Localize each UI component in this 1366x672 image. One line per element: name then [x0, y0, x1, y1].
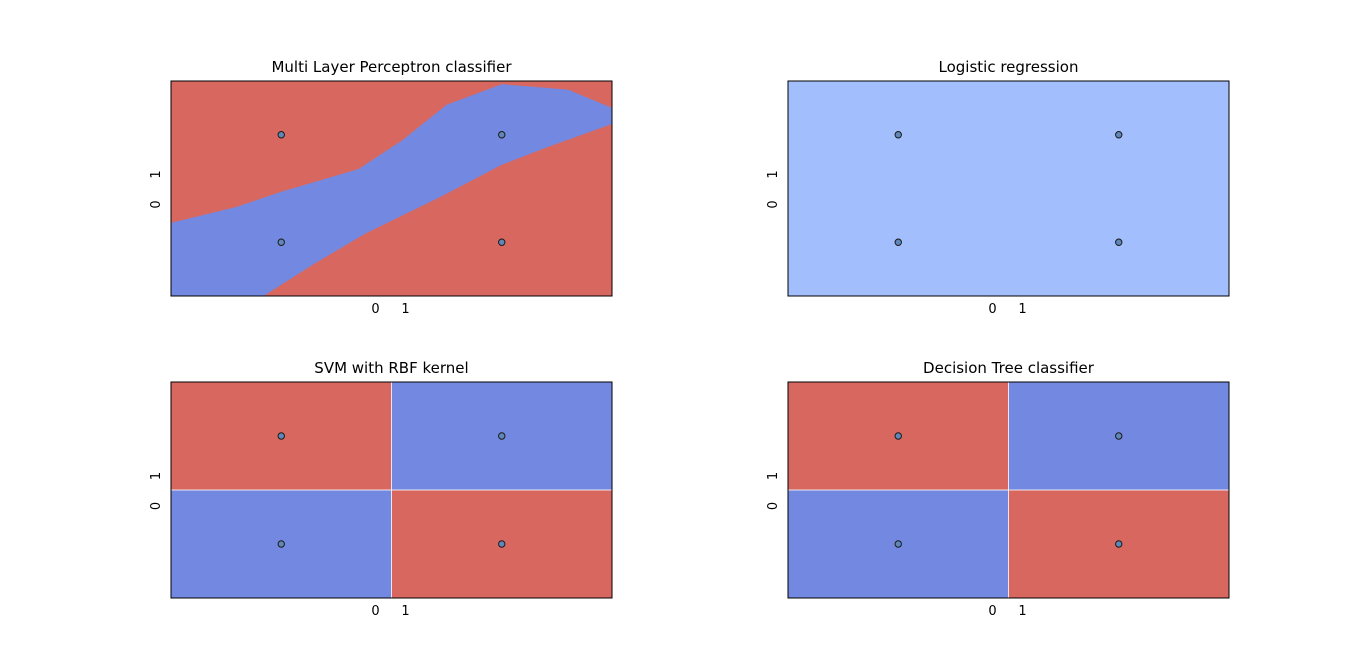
chart-title: SVM with RBF kernel: [314, 359, 468, 377]
data-point-1: [277, 131, 285, 139]
panel-3: SVM with RBF kernel 0 1 0 1: [149, 359, 613, 619]
data-point-0: [894, 238, 902, 246]
y-tick-label-1: 1: [149, 170, 164, 178]
y-tick-label-0: 0: [766, 502, 781, 510]
x-tick-label-1: 1: [1018, 302, 1026, 317]
chart-title: Decision Tree classifier: [923, 359, 1095, 377]
x-tick-label-0: 0: [371, 604, 379, 619]
x-tick-label-0: 0: [988, 604, 996, 619]
data-point-3: [1115, 432, 1123, 440]
axes-frame: [170, 381, 613, 599]
data-point-0: [894, 540, 902, 548]
x-tick-label-1: 1: [1018, 604, 1026, 619]
plot-area: [788, 81, 1229, 296]
y-tick-label-1: 1: [766, 472, 781, 480]
panel-4: Decision Tree classifier 0 1 0 1: [766, 359, 1230, 619]
panel-2: Logistic regression 0 1 0 1: [766, 58, 1230, 317]
panel-1: Multi Layer Perceptron classifier 0 1 0 1: [149, 58, 613, 317]
data-point-2: [1115, 238, 1123, 246]
plot-area: [171, 382, 612, 598]
data-point-2: [1115, 540, 1123, 548]
x-tick-label-1: 1: [401, 302, 409, 317]
data-point-2: [498, 540, 506, 548]
chart-title: Logistic regression: [939, 58, 1079, 76]
axes-frame: [170, 80, 613, 297]
x-tick-label-1: 1: [401, 604, 409, 619]
axes-frame: [787, 381, 1230, 599]
x-tick-label-0: 0: [371, 302, 379, 317]
x-tick-label-0: 0: [988, 302, 996, 317]
data-point-3: [498, 432, 506, 440]
axes-frame: [787, 80, 1230, 297]
y-tick-label-0: 0: [149, 200, 164, 208]
plot-area: [788, 382, 1229, 598]
y-tick-label-1: 1: [766, 170, 781, 178]
data-point-1: [894, 432, 902, 440]
data-point-3: [1115, 131, 1123, 139]
data-point-0: [277, 238, 285, 246]
data-point-2: [498, 238, 506, 246]
plot-area: [171, 81, 612, 296]
data-point-0: [277, 540, 285, 548]
y-tick-label-1: 1: [149, 472, 164, 480]
y-tick-label-0: 0: [149, 502, 164, 510]
data-point-3: [498, 131, 506, 139]
chart-title: Multi Layer Perceptron classifier: [271, 58, 512, 76]
y-tick-label-0: 0: [766, 200, 781, 208]
data-point-1: [277, 432, 285, 440]
data-point-1: [894, 131, 902, 139]
region-light_blue-background: [788, 81, 1229, 296]
